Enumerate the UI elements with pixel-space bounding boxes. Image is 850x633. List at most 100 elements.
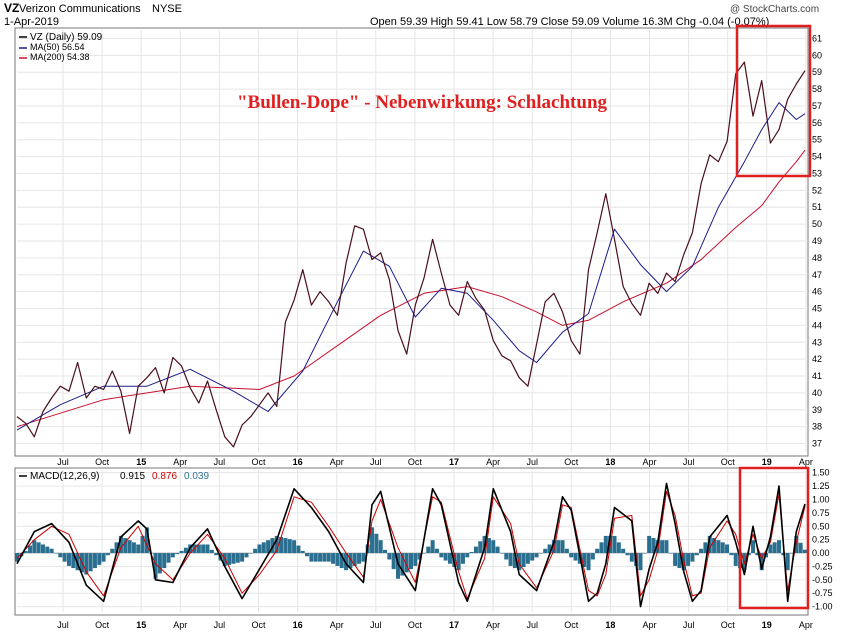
- histogram-bar: [473, 546, 478, 554]
- price-y-tick-label: 58: [812, 84, 822, 94]
- histogram-bar: [292, 540, 297, 554]
- histogram-bar: [673, 553, 678, 566]
- macd-legend-signal: 0.876: [152, 471, 177, 482]
- histogram-bar: [686, 553, 691, 566]
- exchange: NYSE: [152, 3, 182, 15]
- price-x-axis: Jul Oct 15 Apr Jul Oct 16 Apr Jul Oct 17 Apr Jul Oct 1…: [57, 457, 813, 467]
- histogram-bar: [127, 540, 132, 554]
- macd-x-tick-label: Apr: [173, 620, 187, 630]
- price-x-tick-label: Jul: [370, 457, 382, 467]
- macd-x-tick-label: Jul: [683, 620, 695, 630]
- histogram-bar: [253, 548, 258, 554]
- histogram-bar: [495, 546, 500, 554]
- histogram-bar: [140, 535, 145, 554]
- price-x-tick-label: 19: [762, 457, 772, 467]
- histogram-bar: [318, 553, 323, 562]
- price-x-tick-label: 18: [605, 457, 615, 467]
- histogram-bar: [40, 544, 45, 554]
- histogram-bar: [157, 553, 162, 574]
- macd-x-tick-label: 18: [605, 620, 615, 630]
- price-x-tick-label: Oct: [251, 457, 266, 467]
- histogram-bar: [426, 546, 431, 554]
- histogram-bar: [712, 538, 717, 554]
- histogram-bar: [621, 548, 626, 554]
- histogram-bar: [309, 553, 314, 562]
- histogram-bar: [638, 553, 643, 571]
- macd-legend-hist: 0.039: [184, 471, 209, 482]
- macd-y-tick-label: -0.50: [812, 575, 833, 585]
- histogram-bar: [110, 548, 115, 554]
- histogram-bar: [305, 553, 310, 557]
- macd-x-tick-label: Apr: [486, 620, 500, 630]
- price-y-tick-label: 50: [812, 219, 822, 229]
- histogram-bar: [590, 553, 595, 560]
- price-x-tick-label: Jul: [683, 457, 695, 467]
- histogram-bar: [759, 553, 764, 571]
- date: 1-Apr-2019: [4, 16, 59, 28]
- price-y-tick-label: 55: [812, 135, 822, 145]
- histogram-bar: [45, 546, 50, 554]
- histogram-bar: [430, 540, 435, 554]
- price-x-tick-label: Oct: [564, 457, 579, 467]
- histogram-bar: [300, 550, 305, 554]
- histogram-bar: [443, 553, 448, 561]
- price-y-tick-label: 41: [812, 371, 822, 381]
- histogram-bar: [569, 553, 574, 558]
- histogram-bar: [525, 553, 530, 564]
- histogram-bar: [209, 549, 214, 554]
- histogram-bar: [642, 553, 647, 554]
- price-line: [16, 61, 806, 448]
- macd-legend: MACD(12,26,9) 0.915 0.876 0.039: [19, 471, 209, 482]
- histogram-bar: [603, 535, 608, 554]
- histogram-bar: [668, 553, 673, 554]
- price-y-tick-label: 52: [812, 185, 822, 195]
- price-x-tick-label: Apr: [330, 457, 344, 467]
- legend-ma200: MA(200) 54.38: [30, 52, 90, 62]
- macd-highlight-box: [738, 466, 810, 610]
- histogram-bar: [179, 550, 184, 554]
- histogram-bar: [144, 527, 149, 554]
- histogram-bar: [131, 542, 136, 554]
- histogram-bar: [344, 553, 349, 571]
- histogram-bar: [564, 548, 569, 554]
- ma200-line: [16, 149, 806, 428]
- histogram-bar: [434, 548, 439, 554]
- histogram-bar: [166, 553, 171, 563]
- price-y-tick-label: 45: [812, 304, 822, 314]
- price-y-axis: 37 38 39 40 41 42 43 44 45 46 47 48 49 50 51 52 53 54 55 56…: [812, 33, 822, 448]
- histogram-bar: [599, 542, 604, 554]
- histogram-bar: [313, 553, 318, 562]
- legend-price: VZ (Daily) 59.09: [30, 32, 103, 43]
- price-y-tick-label: 53: [812, 168, 822, 178]
- macd-x-tick-label: 17: [449, 620, 459, 630]
- histogram-bar: [798, 542, 803, 554]
- price-x-tick-label: Oct: [721, 457, 736, 467]
- source-credit: @ StockCharts.com: [730, 4, 819, 15]
- histogram-bar: [348, 553, 353, 569]
- price-y-tick-label: 61: [812, 33, 822, 43]
- ohlc-readout: Open 59.39 High 59.41 Low 58.79 Close 59…: [370, 16, 769, 28]
- histogram-bar: [335, 553, 340, 566]
- company-name: Verizon Communications: [19, 3, 141, 15]
- histogram-bar: [508, 553, 513, 566]
- histogram-bar: [326, 553, 331, 562]
- histogram-bar: [183, 547, 188, 554]
- price-y-tick-label: 37: [812, 439, 822, 449]
- histogram-bar: [361, 553, 366, 562]
- histogram-bar: [322, 553, 327, 562]
- histogram-bar: [201, 544, 206, 554]
- histogram-bar: [625, 553, 630, 556]
- macd-x-tick-label: 15: [136, 620, 146, 630]
- histogram-bar: [274, 535, 279, 554]
- price-y-tick-label: 60: [812, 50, 822, 60]
- histogram-bar: [374, 533, 379, 554]
- histogram-bar: [512, 553, 517, 569]
- macd-y-tick-label: -0.25: [812, 561, 833, 571]
- macd-x-tick-label: Jul: [370, 620, 382, 630]
- histogram-bar: [118, 535, 123, 554]
- histogram-bar: [612, 535, 617, 554]
- histogram-bar: [23, 550, 28, 554]
- histogram-bar: [725, 544, 730, 554]
- price-x-tick-label: Apr: [173, 457, 187, 467]
- histogram-bar: [534, 553, 539, 558]
